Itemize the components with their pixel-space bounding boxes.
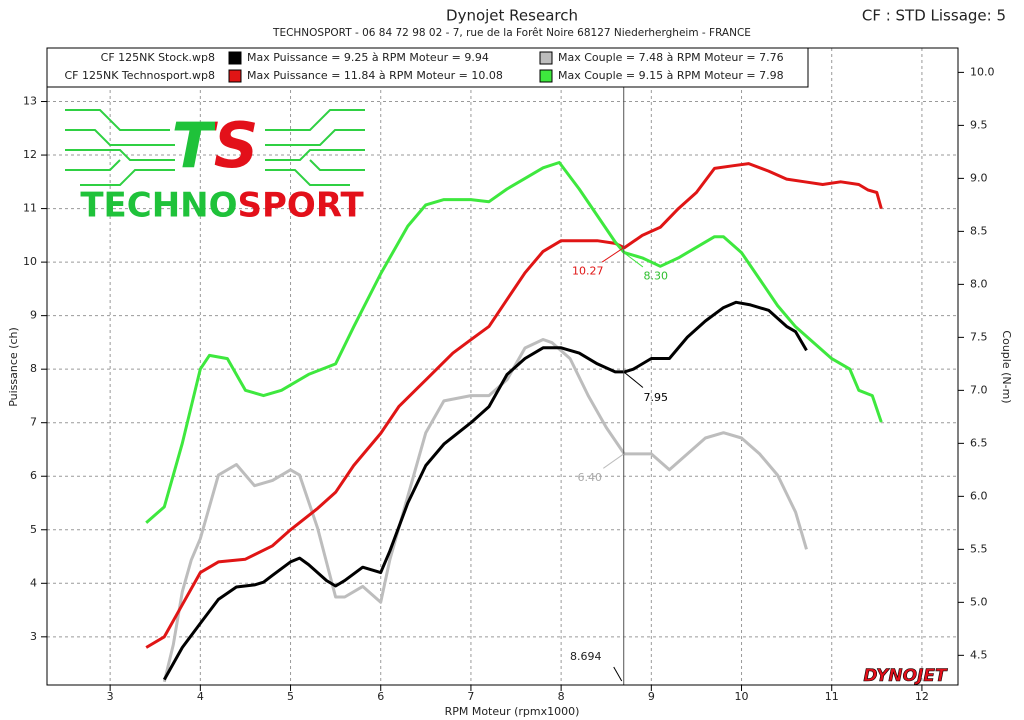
- legend-box: [46, 47, 809, 88]
- logo-traces: [65, 109, 365, 186]
- y-axis-label: Puissance (ch): [7, 327, 20, 407]
- legend-label: Max Couple = 9.15 à RPM Moteur = 7.98: [558, 69, 784, 82]
- chart-title: Dynojet Research: [446, 7, 578, 25]
- y2-tick-label: 7.5: [970, 330, 988, 343]
- y-tick-label: 10: [23, 255, 37, 268]
- cursor-value-label: 10.27: [572, 265, 604, 278]
- y2-tick-label: 4.5: [970, 648, 988, 661]
- series-line: [145, 162, 883, 649]
- y2-tick-label: 5.0: [970, 595, 988, 608]
- legend-swatch: [228, 51, 242, 65]
- x-tick-label: 12: [915, 690, 929, 703]
- cursor-value-label: 8.30: [643, 270, 668, 283]
- logo: TS TECHNOSPORT: [65, 109, 365, 226]
- cursor-arrow: [613, 666, 623, 682]
- y-tick-label: 12: [23, 148, 37, 161]
- legend-run: CF 125NK Technosport.wp8: [64, 69, 215, 82]
- x-tick-label: 10: [735, 690, 749, 703]
- y-tick-label: 6: [30, 469, 37, 482]
- y-tick-label: 4: [30, 576, 37, 589]
- y-tick-label: 3: [30, 630, 37, 643]
- y2-tick-label: 6.0: [970, 489, 988, 502]
- y2-tick-label: 6.5: [970, 436, 988, 449]
- y2-tick-label: 7.0: [970, 383, 988, 396]
- cursor-value-arrow: [601, 247, 625, 263]
- y2-axis-label: Couple (N-m): [1000, 330, 1013, 403]
- series-line: [145, 161, 883, 524]
- x-tick-label: 11: [825, 690, 839, 703]
- x-tick-label: 6: [377, 690, 384, 703]
- y2-tick-label: 5.5: [970, 542, 988, 555]
- legend-label: Max Puissance = 9.25 à RPM Moteur = 9.94: [247, 51, 489, 64]
- legend-label: Max Puissance = 11.84 à RPM Moteur = 10.…: [247, 69, 503, 82]
- y-tick-label: 13: [23, 95, 37, 108]
- legend-swatch: [228, 69, 242, 83]
- legend-swatch: [539, 69, 553, 83]
- legend-run: CF 125NK Stock.wp8: [101, 51, 215, 64]
- x-tick-label: 8: [558, 690, 565, 703]
- x-tick-label: 5: [287, 690, 294, 703]
- cursor-value-label: 6.40: [577, 471, 602, 484]
- x-tick-label: 7: [467, 690, 474, 703]
- y2-tick-label: 8.0: [970, 277, 988, 290]
- series-line: [162, 338, 808, 683]
- x-axis-label: RPM Moteur (rpmx1000): [445, 705, 580, 718]
- cursor-value-arrow: [603, 453, 625, 469]
- series-line: [162, 300, 808, 681]
- logo-text: TECHNOSPORT: [80, 186, 364, 226]
- brand-logo: DYNOJET: [863, 666, 948, 686]
- y2-tick-label: 10.0: [970, 65, 995, 78]
- legend-label: Max Couple = 7.48 à RPM Moteur = 7.76: [558, 51, 784, 64]
- corner-note: CF : STD Lissage: 5: [862, 7, 1006, 25]
- cursor-value-arrow: [623, 252, 644, 268]
- y2-tick-label: 9.5: [970, 118, 988, 131]
- y2-tick-label: 9.0: [970, 171, 988, 184]
- cursor-value-label: 7.95: [643, 391, 668, 404]
- plot-background: [47, 48, 958, 685]
- cursor-x-label: 8.694: [570, 650, 602, 663]
- x-tick-label: 9: [648, 690, 655, 703]
- logo-mark: TS: [172, 109, 259, 182]
- y2-tick-label: 8.5: [970, 224, 988, 237]
- x-tick-label: 3: [107, 690, 114, 703]
- y-tick-label: 8: [30, 362, 37, 375]
- y-tick-label: 5: [30, 523, 37, 536]
- plot-area: 3 4 5 6 7 8 9 10 11 12 3 4 5 6 7 8 9 10 11 12 13 10.0 9.5 9.0 8.…: [23, 47, 995, 703]
- legend-swatch: [539, 51, 553, 65]
- chart-subtitle: TECHNOSPORT - 06 84 72 98 02 - 7, rue de…: [272, 27, 751, 39]
- cursor-value-arrow: [623, 371, 644, 388]
- y-tick-label: 7: [30, 416, 37, 429]
- x-tick-label: 4: [197, 690, 204, 703]
- y-tick-label: 11: [23, 202, 37, 215]
- y-tick-label: 9: [30, 309, 37, 322]
